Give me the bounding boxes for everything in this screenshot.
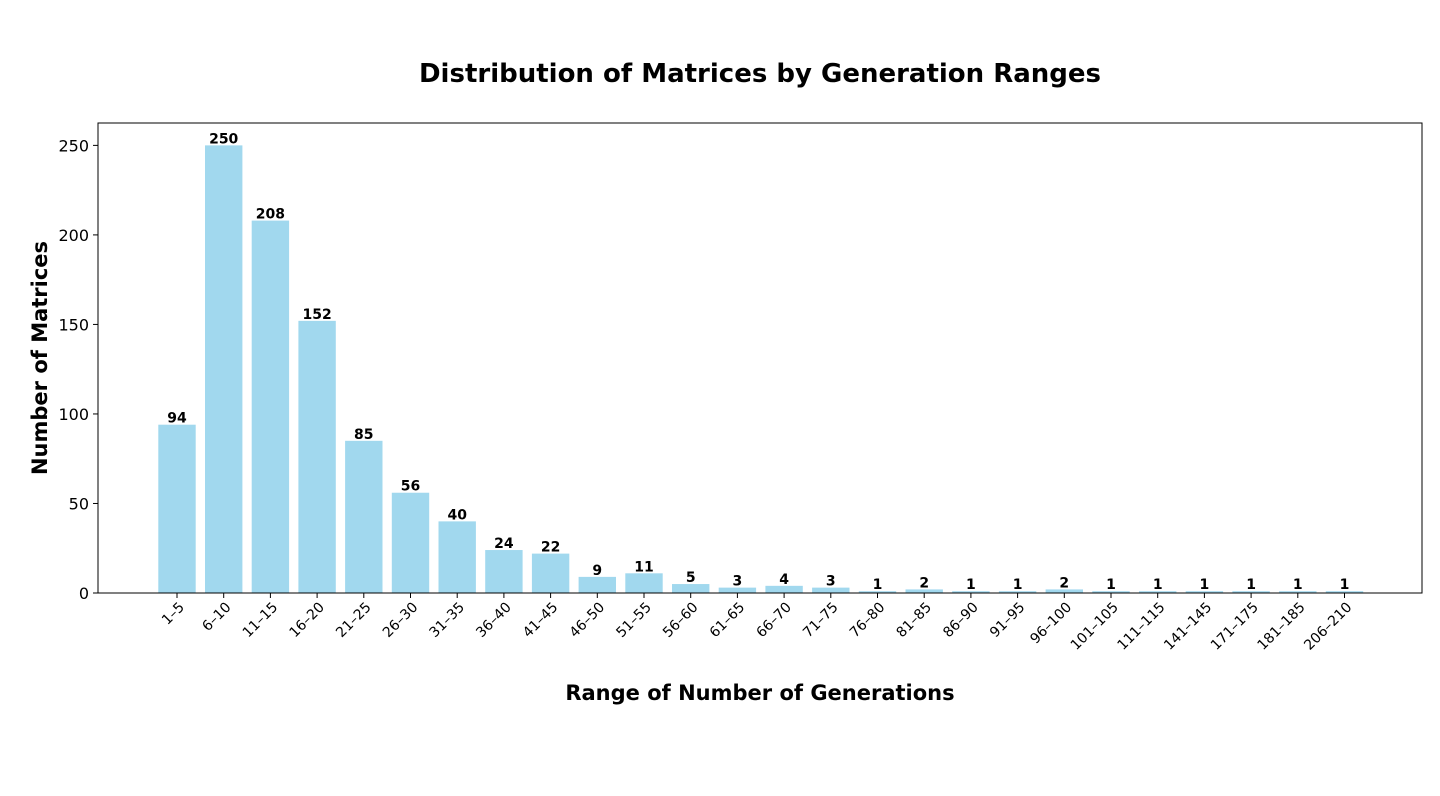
data-label-15: 1 bbox=[873, 577, 883, 593]
data-label-0: 94 bbox=[167, 411, 187, 427]
bar-5 bbox=[391, 492, 430, 593]
data-label-16: 2 bbox=[919, 575, 929, 591]
bar-7 bbox=[485, 550, 523, 593]
data-label-22: 1 bbox=[1200, 577, 1210, 593]
data-label-11: 5 bbox=[686, 570, 696, 586]
x-tick-label-18: 91–95 bbox=[987, 600, 1028, 641]
bar-11 bbox=[672, 584, 710, 593]
y-axis: 0 50 100 150 200 250 bbox=[58, 136, 98, 603]
data-label-20: 1 bbox=[1106, 577, 1116, 593]
bar-1 bbox=[205, 145, 243, 593]
x-tick-label-14: 71–75 bbox=[800, 600, 841, 641]
data-label-5: 56 bbox=[401, 479, 420, 495]
data-label-24: 1 bbox=[1293, 577, 1303, 593]
bar-12 bbox=[718, 587, 757, 593]
bar-6 bbox=[438, 521, 476, 593]
data-label-14: 3 bbox=[826, 574, 836, 590]
x-tick-label-15: 76–80 bbox=[847, 600, 888, 641]
data-label-2: 208 bbox=[256, 207, 285, 223]
bars-group bbox=[158, 145, 1364, 594]
x-tick-label-6: 31–35 bbox=[427, 600, 468, 641]
x-tick-label-24: 181–185 bbox=[1255, 600, 1309, 654]
bar-0 bbox=[158, 424, 196, 593]
bar-3 bbox=[298, 320, 336, 593]
data-label-10: 11 bbox=[634, 559, 653, 575]
data-label-8: 22 bbox=[541, 540, 560, 556]
bar-17 bbox=[952, 591, 990, 593]
bar-19 bbox=[1045, 589, 1083, 593]
bar-18 bbox=[998, 591, 1037, 593]
x-tick-label-10: 51–55 bbox=[613, 600, 654, 641]
x-tick-label-7: 36–40 bbox=[473, 600, 514, 641]
y-tick-label-4: 200 bbox=[58, 226, 89, 245]
y-axis-label: Number of Matrices bbox=[28, 241, 52, 475]
data-label-21: 1 bbox=[1153, 577, 1163, 593]
x-tick-label-5: 26–30 bbox=[380, 600, 421, 641]
x-tick-label-9: 46–50 bbox=[567, 600, 608, 641]
bar-8 bbox=[531, 553, 570, 593]
x-tick-label-3: 16–20 bbox=[286, 600, 327, 641]
bar-25 bbox=[1325, 591, 1364, 593]
data-label-9: 9 bbox=[592, 563, 602, 579]
data-label-25: 1 bbox=[1340, 577, 1350, 593]
bar-4 bbox=[345, 440, 383, 593]
x-tick-label-1: 6–10 bbox=[199, 600, 234, 635]
x-tick-label-13: 66–70 bbox=[753, 600, 794, 641]
bar-2 bbox=[251, 220, 290, 594]
x-tick-label-11: 56–60 bbox=[660, 600, 701, 641]
data-label-19: 2 bbox=[1059, 575, 1069, 591]
x-axis-label: Range of Number of Generations bbox=[565, 681, 954, 705]
y-tick-label-1: 50 bbox=[69, 494, 89, 513]
bar-16 bbox=[905, 589, 943, 593]
bar-24 bbox=[1279, 591, 1317, 593]
data-label-6: 40 bbox=[447, 507, 467, 523]
x-tick-label-25: 206–210 bbox=[1301, 600, 1355, 654]
x-tick-label-20: 101–105 bbox=[1068, 600, 1122, 654]
x-tick-label-2: 11–15 bbox=[240, 600, 281, 641]
x-tick-label-21: 111–115 bbox=[1114, 600, 1168, 654]
y-tick-label-5: 250 bbox=[58, 136, 89, 155]
x-tick-label-0: 1–5 bbox=[159, 600, 188, 629]
data-label-7: 24 bbox=[494, 536, 514, 552]
data-label-18: 1 bbox=[1013, 577, 1023, 593]
bar-10 bbox=[625, 573, 663, 593]
bar-22 bbox=[1185, 591, 1224, 593]
data-label-23: 1 bbox=[1246, 577, 1256, 593]
x-tick-label-22: 141–145 bbox=[1161, 600, 1215, 654]
data-label-17: 1 bbox=[966, 577, 976, 593]
bar-13 bbox=[765, 585, 803, 593]
bar-9 bbox=[578, 576, 616, 593]
x-tick-label-17: 86–90 bbox=[940, 600, 981, 641]
y-tick-label-0: 0 bbox=[79, 584, 89, 603]
data-label-4: 85 bbox=[354, 427, 373, 443]
bar-14 bbox=[812, 587, 850, 593]
bar-15 bbox=[858, 591, 897, 593]
data-label-12: 3 bbox=[733, 574, 743, 590]
x-tick-label-12: 61–65 bbox=[707, 600, 748, 641]
x-tick-label-16: 81–85 bbox=[894, 600, 935, 641]
bar-23 bbox=[1232, 591, 1270, 593]
x-tick-label-8: 41–45 bbox=[520, 600, 561, 641]
x-tick-label-23: 171–175 bbox=[1208, 600, 1262, 654]
plot-frame bbox=[97, 122, 1423, 594]
chart-title: Distribution of Matrices by Generation R… bbox=[419, 59, 1101, 89]
bar-21 bbox=[1139, 591, 1177, 593]
y-tick-label-3: 150 bbox=[58, 315, 89, 334]
x-tick-label-4: 21–25 bbox=[333, 600, 374, 641]
y-tick-label-2: 100 bbox=[58, 405, 89, 424]
bar-20 bbox=[1092, 591, 1130, 593]
x-axis: 1–5 6–10 11–15 16–20 21–25 26–30 31–35 36–40 41–… bbox=[159, 593, 1355, 654]
data-label-13: 4 bbox=[779, 572, 789, 588]
data-label-1: 250 bbox=[209, 131, 238, 147]
data-label-3: 152 bbox=[302, 307, 331, 323]
x-tick-label-19: 96–100 bbox=[1027, 600, 1075, 648]
